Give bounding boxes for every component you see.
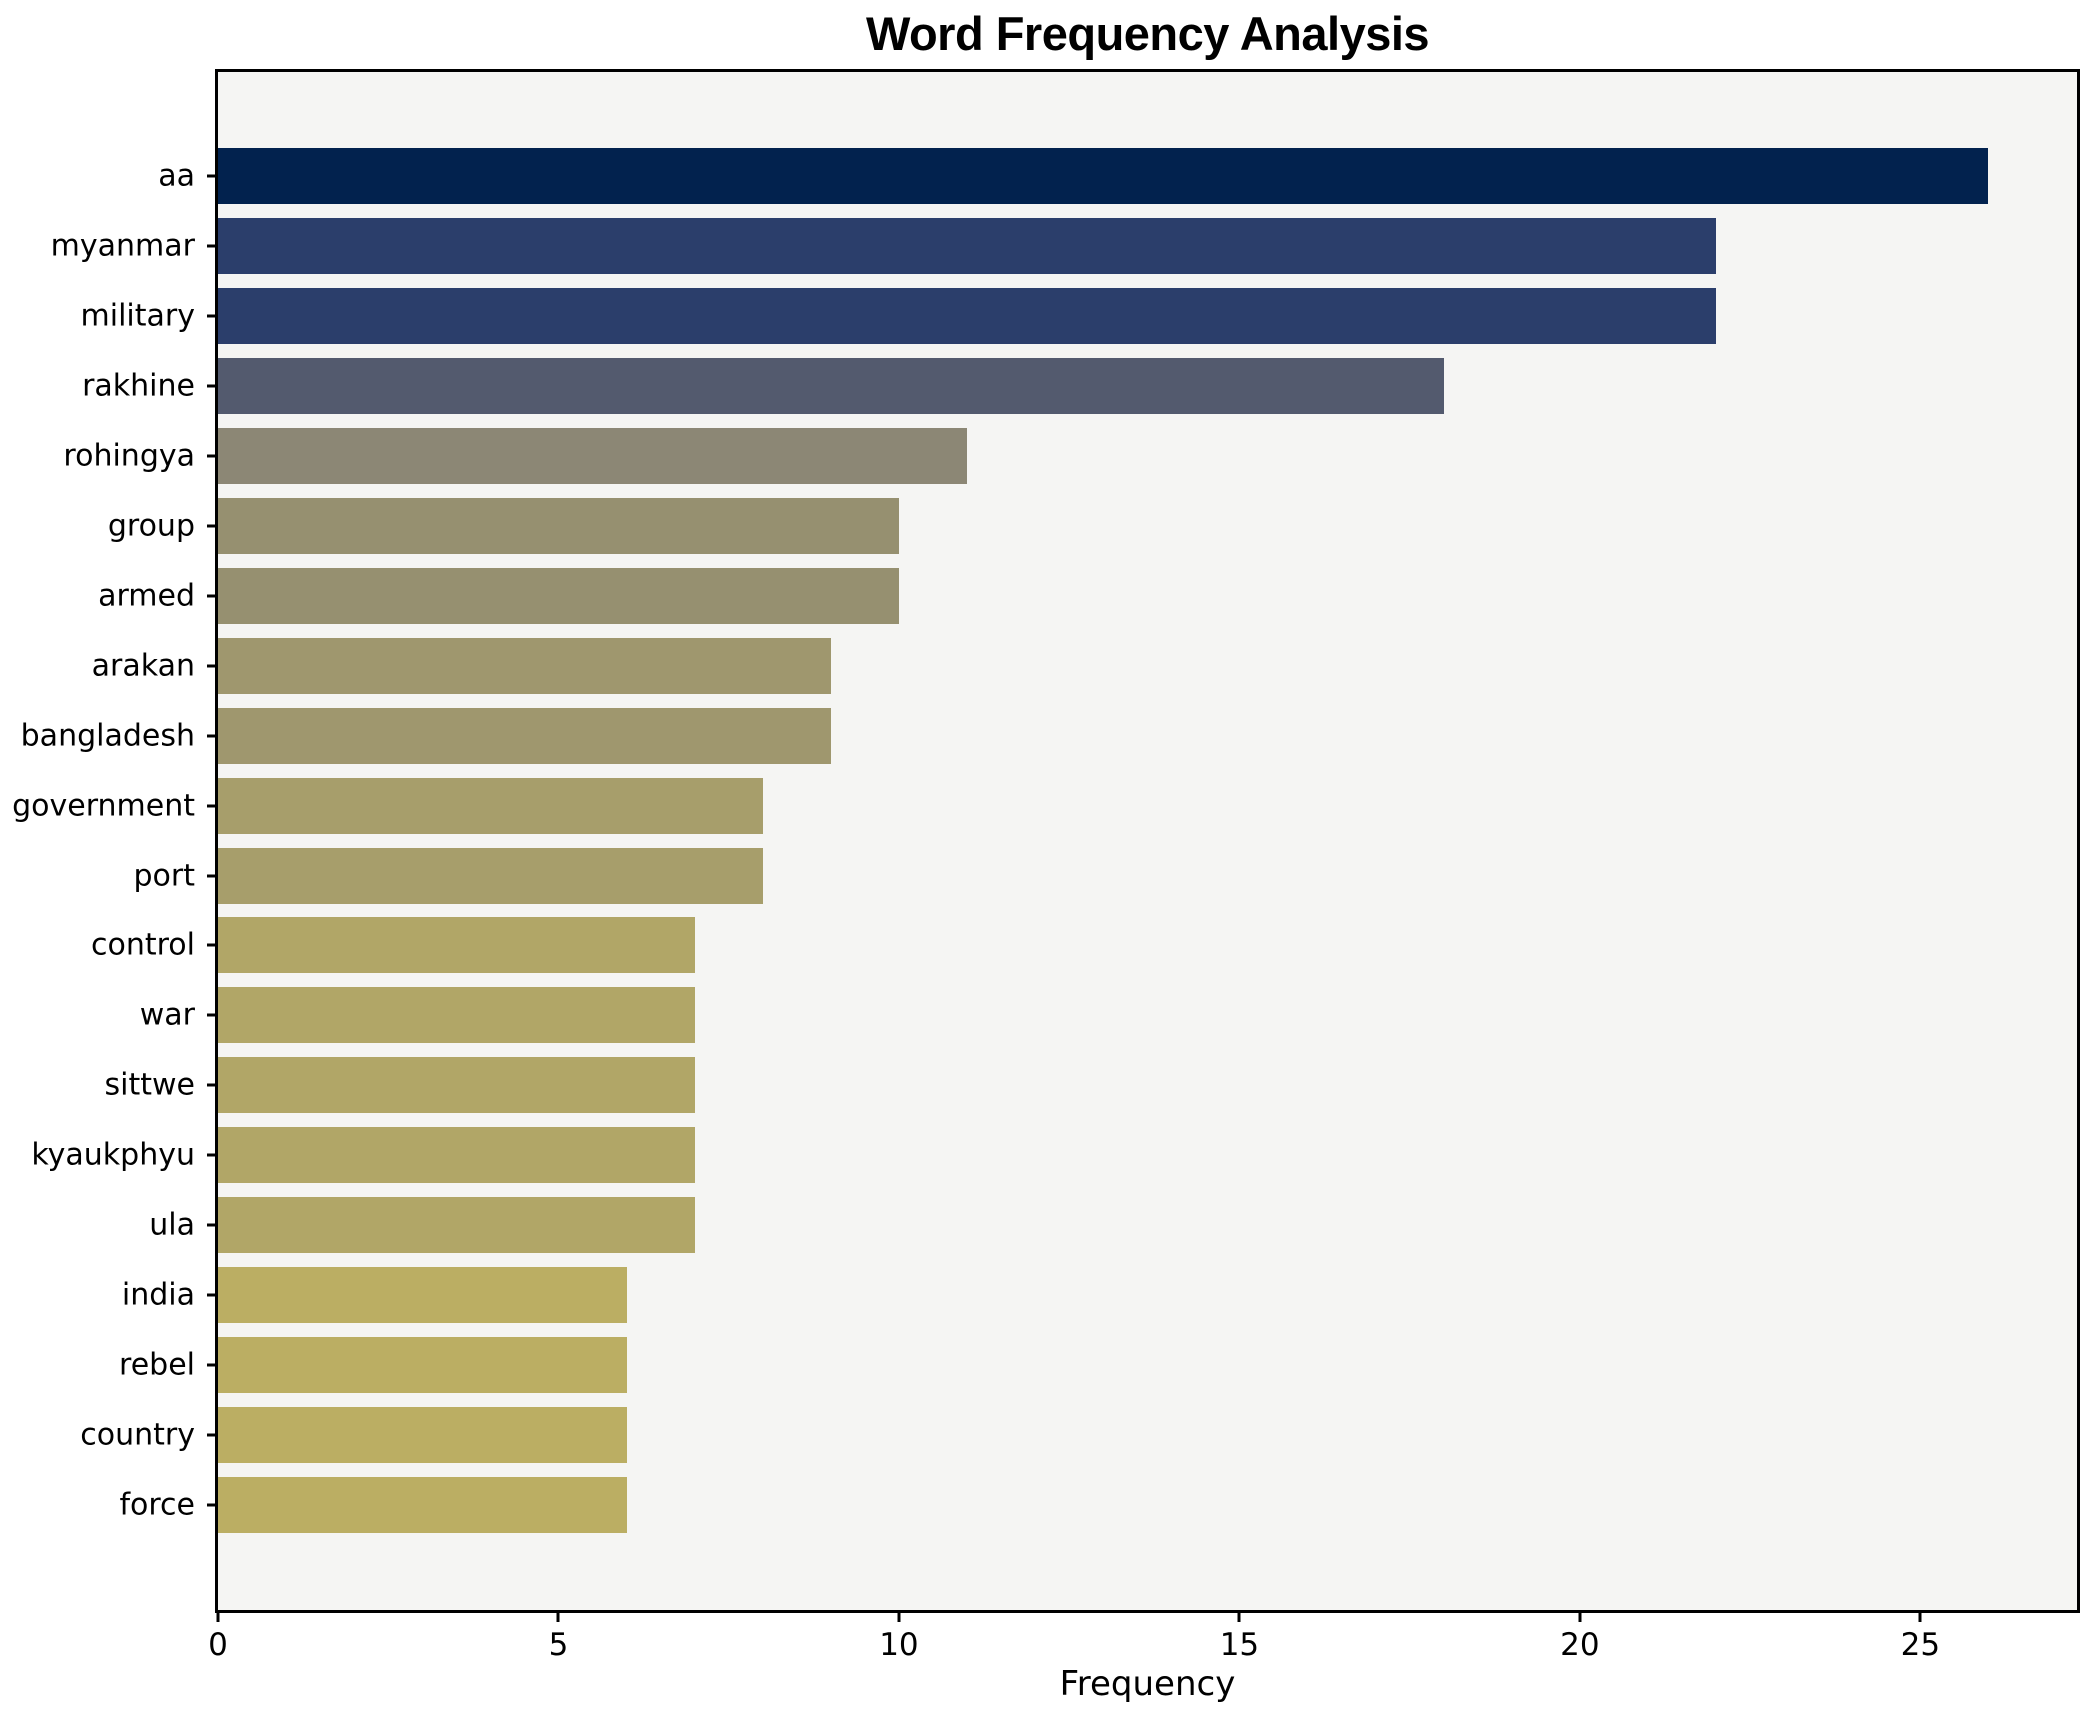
bar-row: myanmar xyxy=(51,211,2077,281)
y-tick-mark xyxy=(207,1433,215,1437)
x-tick-mark xyxy=(216,1613,220,1622)
plot-area: aa myanmar military rakhine rohingya group arm… xyxy=(12,69,2080,1613)
x-tick-label: 25 xyxy=(1900,1627,1941,1663)
y-tick-mark xyxy=(207,1503,215,1507)
y-tick-mark xyxy=(207,524,215,528)
y-tick-label-country: country xyxy=(80,1417,195,1453)
bar-kyaukphyu xyxy=(218,1127,695,1184)
bar-military xyxy=(218,287,1717,344)
y-tick-label-kyaukphyu: kyaukphyu xyxy=(31,1137,195,1173)
bar-row: rakhine xyxy=(82,351,2077,421)
bar-row: group xyxy=(108,491,2077,561)
y-tick-mark xyxy=(207,1013,215,1017)
y-tick-label-india: india xyxy=(121,1277,195,1313)
bar-row: government xyxy=(12,771,2077,841)
bar-rohingya xyxy=(218,427,968,484)
y-tick-label-rakhine: rakhine xyxy=(82,368,195,404)
y-tick-label-group: group xyxy=(107,508,195,544)
y-tick-mark xyxy=(207,1153,215,1157)
bar-arakan xyxy=(218,637,831,694)
x-tick-mark xyxy=(1237,1613,1241,1622)
y-tick-mark xyxy=(207,314,215,318)
y-tick-label-control: control xyxy=(91,927,195,963)
y-tick-mark xyxy=(207,943,215,947)
bar-row: india xyxy=(122,1260,2077,1330)
bar-group xyxy=(218,497,899,554)
y-tick-mark xyxy=(207,1223,215,1227)
bar-india xyxy=(218,1267,627,1324)
bar-armed xyxy=(218,567,899,624)
bar-control xyxy=(218,917,695,974)
bar-row: arakan xyxy=(92,631,2077,701)
bar-row: aa xyxy=(158,141,2077,211)
bar-row: control xyxy=(91,910,2077,980)
y-tick-mark xyxy=(207,1363,215,1367)
x-tick-mark xyxy=(897,1613,901,1622)
bar-port xyxy=(218,847,763,904)
bar-aa xyxy=(218,147,1989,204)
bar-row: rohingya xyxy=(63,421,2077,491)
y-tick-mark xyxy=(207,734,215,738)
y-tick-mark xyxy=(207,384,215,388)
x-tick-label: 0 xyxy=(208,1627,228,1663)
bar-rebel xyxy=(218,1337,627,1394)
y-tick-label-port: port xyxy=(133,858,196,893)
y-tick-mark xyxy=(207,594,215,598)
y-tick-label-ula: ula xyxy=(149,1207,195,1243)
bar-bangladesh xyxy=(218,707,831,764)
bar-sittwe xyxy=(218,1057,695,1114)
bar-rakhine xyxy=(218,357,1444,414)
x-tick-label: 10 xyxy=(879,1627,919,1663)
y-tick-label-aa: aa xyxy=(158,158,195,194)
bar-force xyxy=(218,1477,627,1534)
bar-row: kyaukphyu xyxy=(31,1120,2077,1190)
y-tick-mark xyxy=(207,244,215,248)
y-tick-label-rebel: rebel xyxy=(119,1347,195,1383)
y-tick-label-military: military xyxy=(80,298,195,334)
x-tick-mark xyxy=(556,1613,560,1622)
y-tick-label-myanmar: myanmar xyxy=(50,228,195,264)
y-tick-mark xyxy=(207,804,215,808)
bar-myanmar xyxy=(218,217,1717,274)
bar-row: rebel xyxy=(119,1330,2077,1400)
y-tick-mark xyxy=(207,454,215,458)
y-tick-mark xyxy=(207,1083,215,1087)
bar-row: sittwe xyxy=(105,1050,2077,1120)
bar-row: military xyxy=(81,281,2077,351)
x-axis-label: Frequency xyxy=(1059,1664,1236,1704)
y-tick-label-bangladesh: bangladesh xyxy=(20,718,195,754)
bar-war xyxy=(218,987,695,1044)
bar-row: war xyxy=(140,980,2077,1050)
bar-ula xyxy=(218,1197,695,1254)
x-tick-mark xyxy=(1578,1613,1582,1622)
y-tick-mark xyxy=(207,174,215,178)
y-tick-mark xyxy=(207,1293,215,1297)
x-axis: 0 5 10 15 20 25 xyxy=(208,1613,2077,1713)
y-tick-label-rohingya: rohingya xyxy=(63,438,195,474)
x-tick-label: 5 xyxy=(548,1627,569,1663)
bar-row: ula xyxy=(149,1190,2077,1260)
y-tick-mark xyxy=(207,664,215,668)
bar-row: country xyxy=(80,1400,2077,1470)
bar-row: armed xyxy=(98,561,2077,631)
bar-row: bangladesh xyxy=(21,701,2077,771)
y-tick-label-armed: armed xyxy=(98,578,195,614)
bar-government xyxy=(218,777,763,834)
y-tick-mark xyxy=(207,874,215,877)
x-tick-mark xyxy=(1918,1613,1922,1622)
y-tick-label-force: force xyxy=(119,1487,195,1523)
chart-title: Word Frequency Analysis xyxy=(865,7,1430,60)
x-tick-label: 20 xyxy=(1560,1627,1600,1663)
y-tick-label-government: government xyxy=(12,788,195,824)
y-tick-label-war: war xyxy=(139,997,195,1033)
bar-country xyxy=(218,1407,627,1464)
y-tick-label-arakan: arakan xyxy=(91,648,195,684)
bar-row: force xyxy=(119,1470,2077,1540)
bar-row: port xyxy=(134,841,2077,911)
x-tick-label: 15 xyxy=(1219,1627,1260,1663)
y-tick-label-sittwe: sittwe xyxy=(104,1067,195,1103)
plot-area-rows: aa myanmar military rakhine rohingya group arm… xyxy=(12,72,2077,1610)
